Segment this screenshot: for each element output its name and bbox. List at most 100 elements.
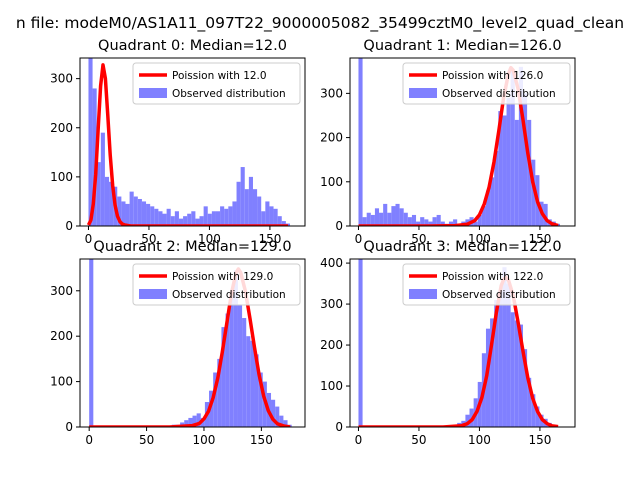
histogram-bar [271,399,276,427]
histogram-bar [265,201,270,226]
legend-box [402,62,571,105]
histogram-bar [200,417,205,427]
histogram-bar [224,208,229,226]
subplot-quadrant-2: Quadrant 2: Median=129.0 0 50 100 150 0 100 200… [50,239,306,447]
histogram-bar [137,198,142,226]
x-tick-label: 150 [528,232,551,246]
histogram-bar [432,217,437,226]
histogram-bar [506,97,511,226]
histogram-bar [522,93,528,226]
y-tick-label: 0 [335,219,343,233]
histogram-bar [220,206,225,226]
histogram-bar [510,312,515,427]
y-tick-label: 100 [320,379,343,393]
histogram-bar [366,212,371,226]
histogram-bar [129,191,134,226]
histogram-bar [183,216,188,226]
histogram-bar [448,221,454,226]
x-tick-label: 50 [139,433,154,447]
y-tick-label: 200 [50,121,73,135]
subplot-quadrant-3: Quadrant 3: Median=122.0 0 50 100 150 0 100 200… [320,239,576,447]
histogram-bar [485,190,491,226]
histogram-bar [254,354,259,427]
histogram-bar [141,201,147,226]
histogram-bar [248,176,253,226]
x-tick-label: 100 [198,232,221,246]
histogram-bar [531,159,536,226]
histogram-bar [188,417,193,427]
histogram-bar [543,203,548,226]
histogram-bar [191,211,196,226]
histogram-bar [211,211,216,226]
histogram-bar [96,162,101,226]
histogram-bar [514,119,519,226]
histogram-bar [166,208,171,226]
y-tick-label: 200 [320,338,343,352]
histogram-bar [399,208,404,226]
histogram-bar [424,219,429,226]
histogram-bar [258,372,263,427]
histogram-bar [522,349,528,427]
legend-box [132,62,301,105]
histogram-bar [362,217,367,226]
y-tick-label: 200 [320,131,343,145]
histogram-bar [236,181,241,226]
histogram-bar [518,324,523,427]
y-tick-label: 100 [50,375,73,389]
axes-frame [349,57,576,227]
histogram-bar [237,304,243,427]
histogram-bar [531,394,536,427]
x-tick-label: 100 [468,232,491,246]
subplot-quadrant-0: Quadrant 0: Median=12.0 0 50 100 150 0 100 200 3… [50,38,306,246]
legend-patch-swatch [409,289,437,299]
legend-label-observed: Observed distribution [442,289,556,301]
x-tick-label: 150 [258,232,281,246]
poisson-curve [86,63,289,226]
histogram-bar [228,206,233,226]
x-tick-label: 0 [355,232,363,246]
histogram-bar [416,221,421,226]
histogram-bar [199,216,204,226]
histogram-bar [279,415,284,427]
legend: Poission with 126.0 Observed distribution [402,62,571,105]
histogram-bar [411,214,417,226]
x-tick-label: 50 [411,232,426,246]
y-tick-label: 100 [320,175,343,189]
y-tick-label: 300 [50,284,73,298]
histogram-bar [527,377,532,427]
histogram-bar [178,218,184,226]
histogram-bar [232,201,237,226]
y-tick-label: 400 [320,256,343,270]
histogram-bar [387,212,392,226]
legend-box [402,263,571,306]
histogram-bar [436,214,441,226]
histogram-bar [150,206,155,226]
histogram-bar [242,318,247,427]
x-tick-label: 0 [85,232,93,246]
histogram-bar [109,181,114,226]
histogram-bar [246,336,251,427]
histogram-bar [154,208,159,226]
histogram-bars [88,58,290,226]
legend-patch-swatch [139,289,167,299]
legend-label-poisson: Poission with 126.0 [442,70,543,82]
legend: Poission with 12.0 Observed distribution [132,62,301,105]
histogram-bar [395,203,400,226]
histogram-bar [192,415,197,427]
histogram-bar [535,406,540,427]
histogram-bar [184,420,189,427]
legend-box [132,263,301,306]
x-tick-label: 150 [528,433,551,447]
histogram-bar [269,206,274,226]
x-tick-label: 50 [141,232,156,246]
histogram-bar [215,211,221,226]
histogram-bar [379,212,384,226]
legend-label-observed: Observed distribution [172,88,286,100]
histogram-bar [440,221,445,226]
legend-label-poisson: Poission with 129.0 [172,271,273,283]
histogram-bar [100,132,105,226]
histogram-bar [453,219,458,226]
histogram-bar [257,196,262,226]
histogram-bars [89,259,292,427]
histogram-bar [252,189,258,226]
